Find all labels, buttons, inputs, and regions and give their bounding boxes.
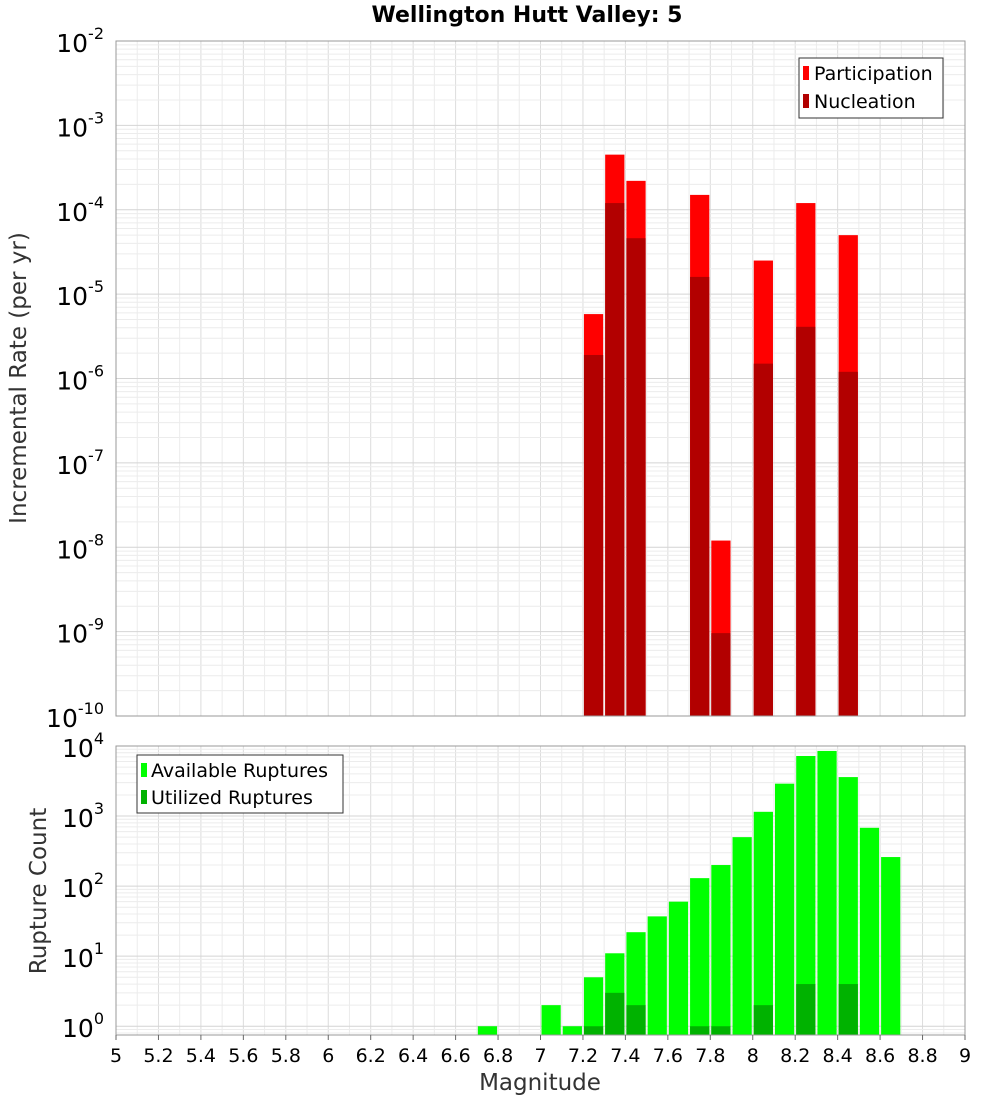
utilized-legend-swatch [141,790,147,804]
utilized-ruptures-bar [753,1005,773,1035]
utilized-ruptures-bar [605,992,625,1035]
utilized-legend-label: Utilized Ruptures [151,787,313,809]
x-tick-label: 5.8 [271,1045,301,1067]
rates-gridlines [115,40,966,717]
available-ruptures-bar [859,827,880,1035]
participation-legend-label: Participation [814,63,933,85]
x-tick-label: 7 [534,1045,546,1067]
x-tick-label: 6.8 [483,1045,513,1067]
available-legend-swatch [141,763,147,777]
nucleation-legend-label: Nucleation [814,91,916,113]
nucleation-bar [583,354,604,716]
counts-bars [477,750,901,1035]
available-ruptures-bar [647,916,667,1035]
y-tick-label: 10-4 [56,193,104,227]
rates-y-axis-label: Incremental Rate (per yr) [6,232,32,524]
y-tick-label: 10-10 [46,699,104,733]
nucleation-bar [626,238,646,716]
x-tick-label: 6.4 [398,1045,428,1067]
y-tick-label: 10-2 [56,24,104,58]
utilized-ruptures-bar [838,984,858,1035]
x-tick-label: 6 [322,1045,334,1067]
utilized-ruptures-bar [583,1026,604,1035]
y-tick-label: 10-5 [56,277,104,311]
y-tick-label: 104 [62,729,104,763]
x-axis-label: Magnitude [479,1070,601,1096]
x-tick-label: 7.2 [568,1045,598,1067]
available-ruptures-bar [774,783,795,1035]
counts-panel: 100 101 102 103 104 5 5.2 5.4 5.6 5.8 6 6.2 6.4 6.6 6… [26,729,971,1096]
x-tick-label: 8.8 [907,1045,937,1067]
x-tick-label: 5.4 [186,1045,216,1067]
nucleation-bar [796,326,816,716]
counts-legend-box [136,754,344,814]
available-ruptures-bar [732,837,752,1035]
y-tick-label: 10-6 [56,362,104,396]
x-tick-label: 6.6 [440,1045,470,1067]
nucleation-bar [690,276,710,716]
x-tick-label: 5.6 [228,1045,258,1067]
y-tick-label: 103 [62,799,104,833]
available-ruptures-bar [753,811,773,1035]
rates-y-tick-labels: 10-10 10-9 10-8 10-7 10-6 10-5 10-4 10-3 10-2 [46,24,104,733]
utilized-ruptures-bar [626,1005,646,1035]
counts-legend: Available Ruptures Utilized Ruptures [136,754,344,814]
x-tick-label: 7.6 [653,1045,683,1067]
rates-bars [583,154,858,716]
utilized-ruptures-bar [796,984,816,1035]
x-tick-label: 7.4 [610,1045,640,1067]
available-ruptures-bar [817,750,837,1035]
available-ruptures-bar [562,1026,582,1035]
x-tick-label: 9 [959,1045,971,1067]
rates-panel: 10-10 10-9 10-8 10-7 10-6 10-5 10-4 10-3 10-2 In… [6,24,966,733]
y-tick-label: 102 [62,869,104,903]
x-tick-label: 5.2 [143,1045,173,1067]
nucleation-bar [605,203,625,716]
x-tick-labels: 5 5.2 5.4 5.6 5.8 6 6.2 6.4 6.6 6.8 7 7.2 7.4 7.6 7.8 8… [110,1035,971,1067]
available-ruptures-bar [711,865,731,1035]
chart-title: Wellington Hutt Valley: 5 [372,3,683,28]
rates-legend-box [798,57,944,119]
x-tick-label: 8.4 [823,1045,853,1067]
y-tick-label: 10-8 [56,530,104,564]
x-tick-label: 8.6 [865,1045,895,1067]
rates-legend: Participation Nucleation [798,57,944,119]
available-ruptures-bar [477,1026,498,1035]
nucleation-bar [838,371,858,716]
counts-y-tick-labels: 100 101 102 103 104 [62,729,104,1043]
nucleation-legend-swatch [803,94,809,108]
nucleation-bar [753,363,773,716]
participation-legend-swatch [803,66,809,80]
available-ruptures-bar [690,878,710,1035]
utilized-ruptures-bar [711,1026,731,1035]
x-tick-label: 5 [110,1045,122,1067]
available-ruptures-bar [881,857,901,1035]
x-tick-label: 8 [747,1045,759,1067]
available-ruptures-bar [668,901,689,1035]
available-ruptures-bar [796,755,816,1035]
y-tick-label: 10-7 [56,446,104,480]
counts-y-axis-label: Rupture Count [26,808,52,974]
y-tick-label: 10-3 [56,108,104,142]
y-tick-label: 100 [62,1009,104,1043]
available-legend-label: Available Ruptures [151,760,328,782]
nucleation-bar [711,633,731,716]
y-tick-label: 101 [62,939,104,973]
available-ruptures-bar [583,977,604,1035]
x-tick-label: 6.2 [356,1045,386,1067]
available-ruptures-bar [541,1005,561,1035]
x-tick-label: 7.8 [695,1045,725,1067]
y-tick-label: 10-9 [56,615,104,649]
available-ruptures-bar [838,777,858,1035]
rates-plot-border [115,40,966,717]
x-tick-label: 8.2 [780,1045,810,1067]
utilized-ruptures-bar [690,1026,710,1035]
